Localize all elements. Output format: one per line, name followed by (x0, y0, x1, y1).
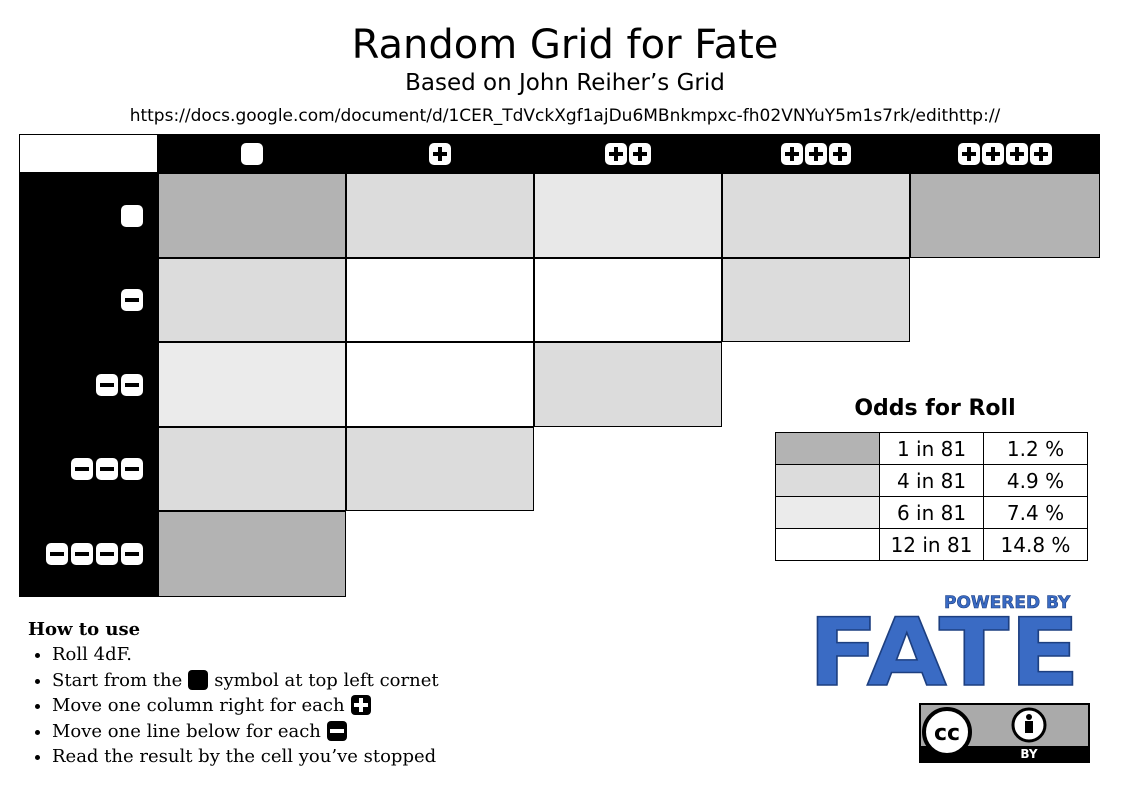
how-to-use: How to use Roll 4dF.Start from thesymbol… (28, 618, 439, 770)
row-header (19, 342, 158, 427)
plus-die-icon (605, 142, 627, 165)
random-grid (19, 134, 1100, 597)
odds-percent: 4.9 % (983, 464, 1088, 497)
grid-cell (722, 173, 910, 258)
plus-die-icon (781, 142, 803, 165)
odds-row: 1 in 81 1.2 % (775, 432, 1088, 465)
column-header (722, 134, 910, 173)
grid-cell (158, 258, 346, 342)
row-header (19, 173, 158, 258)
plus-die-icon (629, 142, 651, 165)
blank-die-icon (241, 142, 263, 165)
minus-die-icon (326, 720, 347, 741)
grid-cell (158, 342, 346, 427)
odds-swatch (775, 464, 880, 497)
odds-row: 4 in 81 4.9 % (775, 464, 1088, 497)
blank-die-icon (188, 669, 209, 690)
odds-count: 4 in 81 (879, 464, 984, 497)
how-to-item: Roll 4dF. (52, 642, 439, 668)
page-subtitle: Based on John Reiher’s Grid (405, 70, 725, 96)
odds-percent: 7.4 % (983, 496, 1088, 529)
grid-cell (158, 427, 346, 511)
minus-die-icon (71, 543, 93, 565)
row-header (19, 427, 158, 511)
page-title: Random Grid for Fate (351, 22, 779, 68)
odds-swatch (775, 528, 880, 561)
plus-die-icon (829, 142, 851, 165)
how-to-item: Read the result by the cell you’ve stopp… (52, 744, 439, 770)
odds-row: 12 in 81 14.8 % (775, 528, 1088, 561)
plus-die-icon (1030, 142, 1052, 165)
column-header (534, 134, 722, 173)
minus-die-icon (121, 289, 143, 311)
odds-percent: 1.2 % (983, 432, 1088, 465)
blank-die-icon (121, 204, 143, 227)
grid-cell (722, 258, 910, 342)
cc-label: cc (934, 721, 960, 746)
grid-cell (910, 173, 1100, 258)
odds-swatch (775, 496, 880, 529)
how-to-item: Move one line below for each (52, 719, 439, 745)
minus-die-icon (96, 458, 118, 480)
powered-by-fate-logo: POWERED BY FATE (807, 593, 1081, 695)
plus-die-icon (350, 695, 371, 715)
cc-by-icon: cc BY (921, 707, 1088, 761)
odds-percent: 14.8 % (983, 528, 1088, 561)
creative-commons-badge: cc BY (919, 703, 1090, 763)
plus-die-icon (1006, 142, 1028, 165)
odds-count: 12 in 81 (879, 528, 984, 561)
odds-table: 1 in 81 1.2 % 4 in 81 4.9 % 6 in 81 7.4 % 12 i… (775, 432, 1088, 561)
grid-cell (534, 173, 722, 258)
grid-cell (158, 511, 346, 597)
grid-cell (534, 258, 722, 342)
minus-die-icon (71, 458, 93, 480)
grid-cell (534, 342, 722, 427)
source-url[interactable]: https://docs.google.com/document/d/1CER_… (129, 106, 1001, 126)
grid-cell (346, 173, 534, 258)
minus-die-icon (96, 373, 118, 396)
column-header (346, 134, 534, 173)
fate-tagline: POWERED BY (944, 593, 1071, 613)
odds-count: 1 in 81 (879, 432, 984, 465)
odds-swatch (775, 432, 880, 465)
column-header (910, 134, 1100, 173)
minus-die-icon (121, 543, 143, 565)
odds-count: 6 in 81 (879, 496, 984, 529)
fate-word: FATE (808, 599, 1080, 695)
cc-by-label: BY (1020, 747, 1037, 761)
odds-row: 6 in 81 7.4 % (775, 496, 1088, 529)
plus-die-icon (805, 142, 827, 165)
plus-die-icon (982, 142, 1004, 165)
minus-die-icon (121, 458, 143, 480)
how-to-item: Move one column right for each (52, 693, 439, 719)
plus-die-icon (958, 142, 980, 165)
minus-die-icon (46, 543, 68, 565)
grid-cell (346, 427, 534, 511)
row-header (19, 258, 158, 342)
minus-die-icon (121, 373, 143, 396)
grid-corner (19, 134, 158, 173)
grid-cell (346, 258, 534, 342)
odds-title: Odds for Roll (854, 396, 1016, 421)
grid-cell (158, 173, 346, 258)
column-header (158, 134, 346, 173)
grid-cell (346, 342, 534, 427)
minus-die-icon (96, 543, 118, 565)
plus-die-icon (429, 142, 451, 165)
row-header (19, 511, 158, 597)
how-to-heading: How to use (28, 619, 141, 640)
